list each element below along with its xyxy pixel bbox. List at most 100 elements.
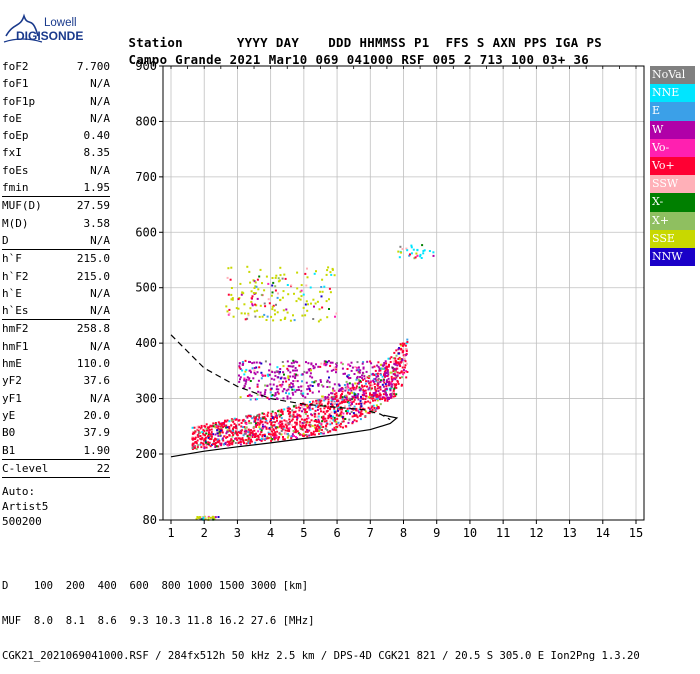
echo-point [191, 432, 194, 435]
echo-point [240, 312, 243, 315]
echo-point [372, 379, 375, 382]
echo-point [416, 248, 419, 251]
echo-point [305, 284, 308, 287]
echo-point [294, 425, 296, 428]
echo-point [200, 426, 203, 429]
echo-point [280, 408, 283, 411]
echo-point [335, 395, 338, 398]
echo-point [383, 374, 385, 377]
echo-point [256, 424, 259, 426]
echo-point [199, 443, 202, 446]
echo-point [274, 436, 277, 439]
echo-point [273, 371, 276, 374]
param-value: 1.90 [83, 443, 111, 457]
echo-point [226, 419, 229, 422]
x-tick-label: 9 [433, 526, 440, 540]
echo-point [266, 384, 269, 387]
echo-point [194, 447, 196, 450]
param-value: 37.9 [83, 426, 111, 440]
echo-point [288, 383, 291, 386]
echo-point [376, 375, 379, 378]
echo-point [384, 371, 387, 374]
echo-point [386, 398, 389, 401]
echo-point [341, 408, 343, 411]
echo-point [247, 431, 250, 434]
echo-point [327, 407, 329, 410]
echo-point [214, 433, 217, 436]
echo-point [223, 423, 226, 426]
echo-point [276, 417, 278, 420]
echo-point [232, 440, 235, 443]
echo-point [379, 403, 382, 406]
echo-point [428, 250, 431, 252]
chart-grid [163, 65, 644, 521]
echo-point [382, 393, 385, 396]
echo-point [338, 390, 340, 392]
echo-point [413, 257, 416, 260]
ionogram-parameters: foF2 7.700 foF1 N/A foF1p N/A foE N/A foEp 0.40 fx… [2, 58, 111, 479]
echo-point [375, 395, 378, 398]
echo-point [243, 377, 246, 380]
echo-point [247, 414, 250, 417]
echo-point [267, 298, 270, 301]
echo-point [356, 375, 359, 378]
echo-point [283, 318, 286, 320]
echo-point [199, 437, 202, 440]
echo-point [339, 412, 342, 415]
legend-item: X+ [650, 211, 695, 230]
echo-point [334, 397, 337, 400]
echo-point [276, 296, 279, 299]
echo-point [214, 442, 217, 444]
echo-point [191, 426, 194, 429]
echo-point [241, 437, 244, 440]
echo-point [393, 377, 396, 380]
echo-point [294, 360, 297, 363]
echo-point [409, 253, 411, 256]
echo-point [348, 404, 351, 407]
echo-point [277, 384, 280, 387]
echo-point [393, 393, 396, 395]
echo-point [337, 421, 340, 424]
echo-point [316, 428, 319, 431]
echo-point [346, 368, 349, 370]
echo-point [260, 429, 263, 432]
echo-point [193, 426, 196, 429]
echo-point [244, 427, 247, 430]
echo-point [290, 424, 293, 427]
param-name: yF2 [2, 374, 22, 388]
echo-point [294, 421, 297, 424]
header-label-p1: P1 [414, 35, 430, 50]
header-value-ps: 36 [573, 52, 590, 67]
echo-point [305, 404, 308, 407]
echo-point [305, 420, 308, 423]
echo-point [397, 352, 400, 355]
echo-point [302, 424, 304, 427]
echo-point [252, 279, 255, 282]
echo-point [302, 395, 305, 398]
echo-point [240, 293, 243, 296]
echo-point [246, 265, 249, 268]
echo-point [381, 396, 384, 399]
echo-point [271, 305, 274, 308]
echo-point [358, 386, 361, 389]
echo-point [287, 406, 290, 409]
echo-point [363, 385, 366, 388]
echo-point [205, 436, 207, 439]
echo-point [218, 433, 221, 436]
echo-point [306, 406, 309, 409]
echo-point [372, 399, 374, 402]
echo-point [223, 421, 225, 424]
echo-point [351, 422, 354, 425]
x-tick-label: 4 [267, 526, 274, 540]
x-tick-label: 3 [234, 526, 241, 540]
echo-point [356, 361, 359, 364]
echo-point [300, 427, 303, 430]
echo-point [248, 394, 251, 397]
echo-point [347, 399, 350, 402]
echo-point [257, 430, 260, 433]
echo-point [237, 307, 240, 310]
header-label-axn: AXN [492, 35, 516, 50]
echo-point [280, 433, 283, 436]
echo-point [229, 439, 232, 442]
echo-point [357, 409, 359, 412]
